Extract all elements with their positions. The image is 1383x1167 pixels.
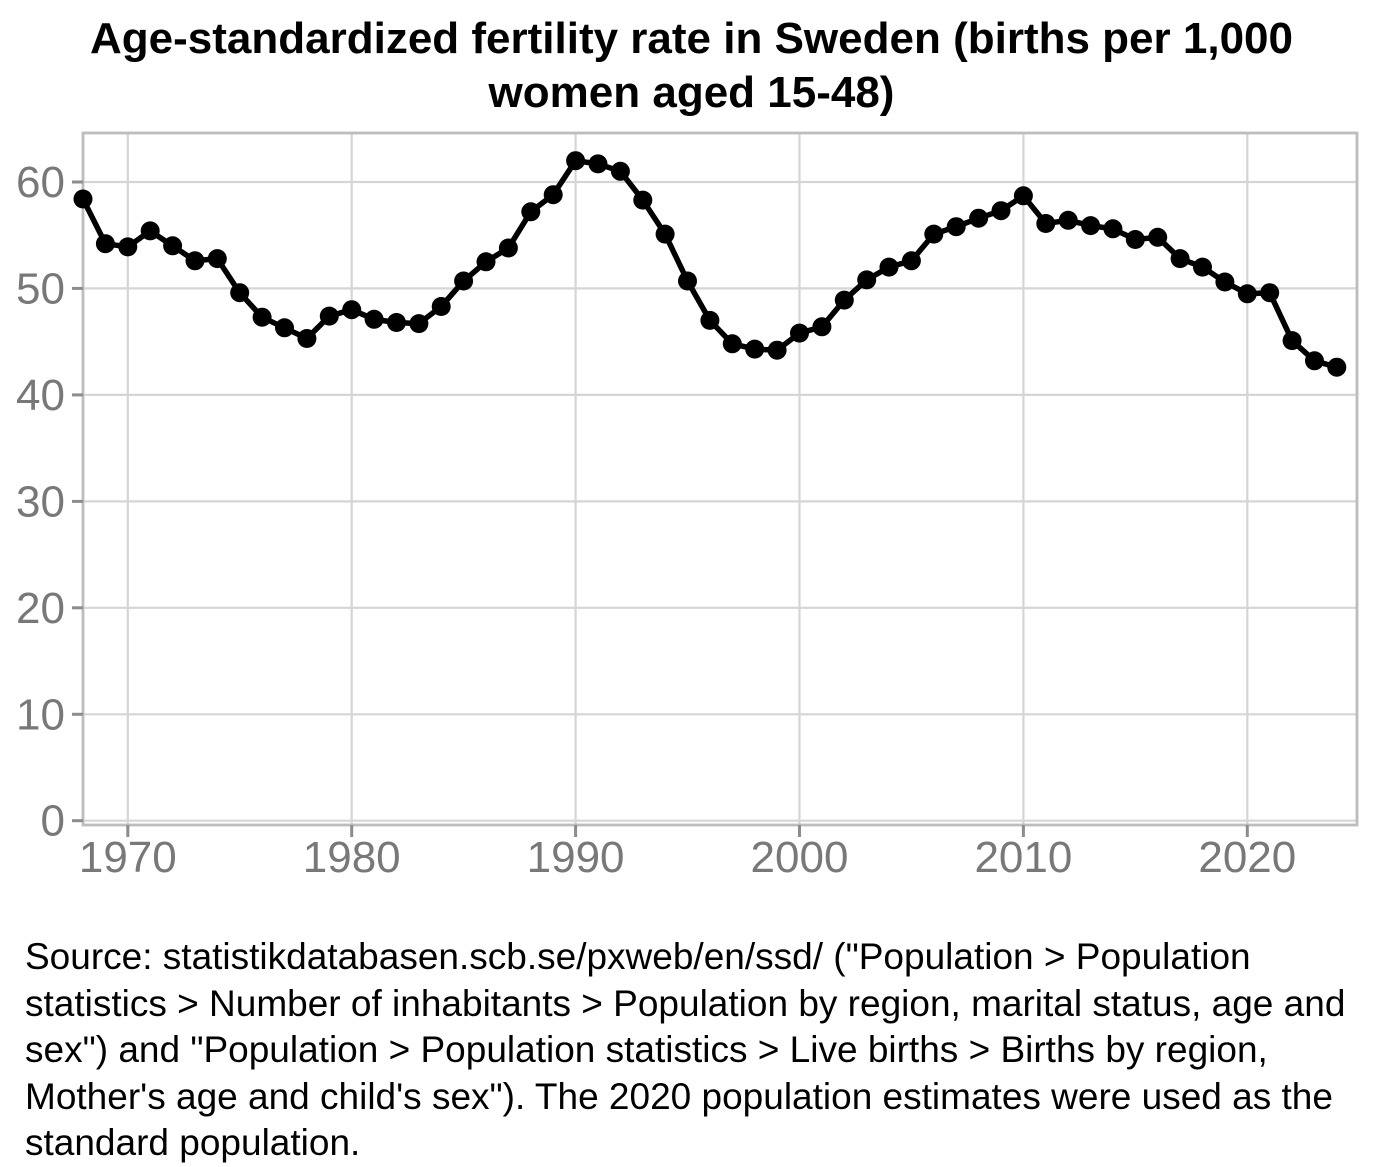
data-point xyxy=(342,300,362,320)
data-point xyxy=(879,257,899,277)
data-point xyxy=(610,161,630,181)
data-point xyxy=(722,334,742,354)
data-point xyxy=(1036,214,1056,233)
data-point xyxy=(163,236,183,256)
panel-border xyxy=(81,131,1359,827)
y-tick-label: 60 xyxy=(16,158,65,207)
data-point xyxy=(521,202,541,222)
data-point xyxy=(655,224,675,244)
data-point xyxy=(1081,216,1101,236)
data-point xyxy=(364,309,384,329)
data-point xyxy=(1013,186,1033,206)
data-point xyxy=(454,271,474,291)
x-tick-label: 1980 xyxy=(303,833,401,882)
data-point xyxy=(275,318,294,338)
data-point xyxy=(1260,283,1280,303)
chart-title: Age-standardized fertility rate in Swede… xyxy=(90,14,1293,117)
data-point xyxy=(700,310,720,330)
data-point xyxy=(991,201,1011,221)
y-tick-label: 20 xyxy=(16,584,65,633)
data-line xyxy=(80,157,1340,370)
x-tick-label: 1990 xyxy=(527,833,625,882)
data-point xyxy=(140,221,160,241)
y-tick-label: 50 xyxy=(16,264,65,313)
data-point xyxy=(1058,210,1078,230)
data-point xyxy=(1125,230,1145,249)
data-point xyxy=(1327,357,1347,377)
data-point xyxy=(1237,284,1257,304)
data-point xyxy=(633,190,653,210)
data-point xyxy=(857,270,877,290)
data-point xyxy=(1193,257,1212,277)
data-point xyxy=(297,329,317,348)
data-point xyxy=(185,251,205,271)
data-point xyxy=(745,339,765,359)
data-point xyxy=(1170,249,1190,269)
data-point xyxy=(901,251,921,271)
y-tick-label: 30 xyxy=(16,477,65,526)
data-point xyxy=(812,317,832,337)
data-point xyxy=(498,238,518,258)
y-tick-label: 0 xyxy=(41,797,65,846)
data-point xyxy=(476,252,496,272)
data-point xyxy=(1148,227,1168,247)
data-point xyxy=(431,297,451,316)
data-point xyxy=(230,283,250,303)
data-point xyxy=(387,313,406,332)
data-point xyxy=(319,306,339,326)
x-tick-label: 2000 xyxy=(751,833,849,882)
data-point xyxy=(946,217,966,237)
data-point xyxy=(834,290,854,310)
fertility-line-chart: 0 10 20 30 40 50 60 1970 1980 1990 2000 2010 2020 xyxy=(16,131,1359,882)
x-tick-label: 2010 xyxy=(974,833,1072,882)
data-point xyxy=(409,314,429,334)
data-point xyxy=(118,237,138,257)
data-point xyxy=(543,185,563,205)
data-point xyxy=(1215,272,1235,292)
data-point xyxy=(588,154,608,174)
data-point xyxy=(924,224,944,244)
data-point xyxy=(1103,219,1123,239)
x-tick-label: 2020 xyxy=(1198,833,1296,882)
data-point xyxy=(767,340,787,360)
data-point xyxy=(969,208,989,228)
data-point xyxy=(790,323,809,343)
data-point xyxy=(1305,351,1324,371)
data-point xyxy=(73,189,93,209)
data-point xyxy=(678,271,697,291)
y-tick-label: 40 xyxy=(16,371,65,420)
source-note: Source: statistikdatabasen.scb.se/pxweb/… xyxy=(25,936,1346,1164)
data-point xyxy=(1282,331,1302,351)
data-point xyxy=(566,151,586,171)
x-tick-label: 1970 xyxy=(79,833,177,882)
data-point xyxy=(207,249,227,269)
y-tick-label: 10 xyxy=(16,690,65,739)
data-point xyxy=(252,307,272,327)
data-point xyxy=(95,234,115,254)
